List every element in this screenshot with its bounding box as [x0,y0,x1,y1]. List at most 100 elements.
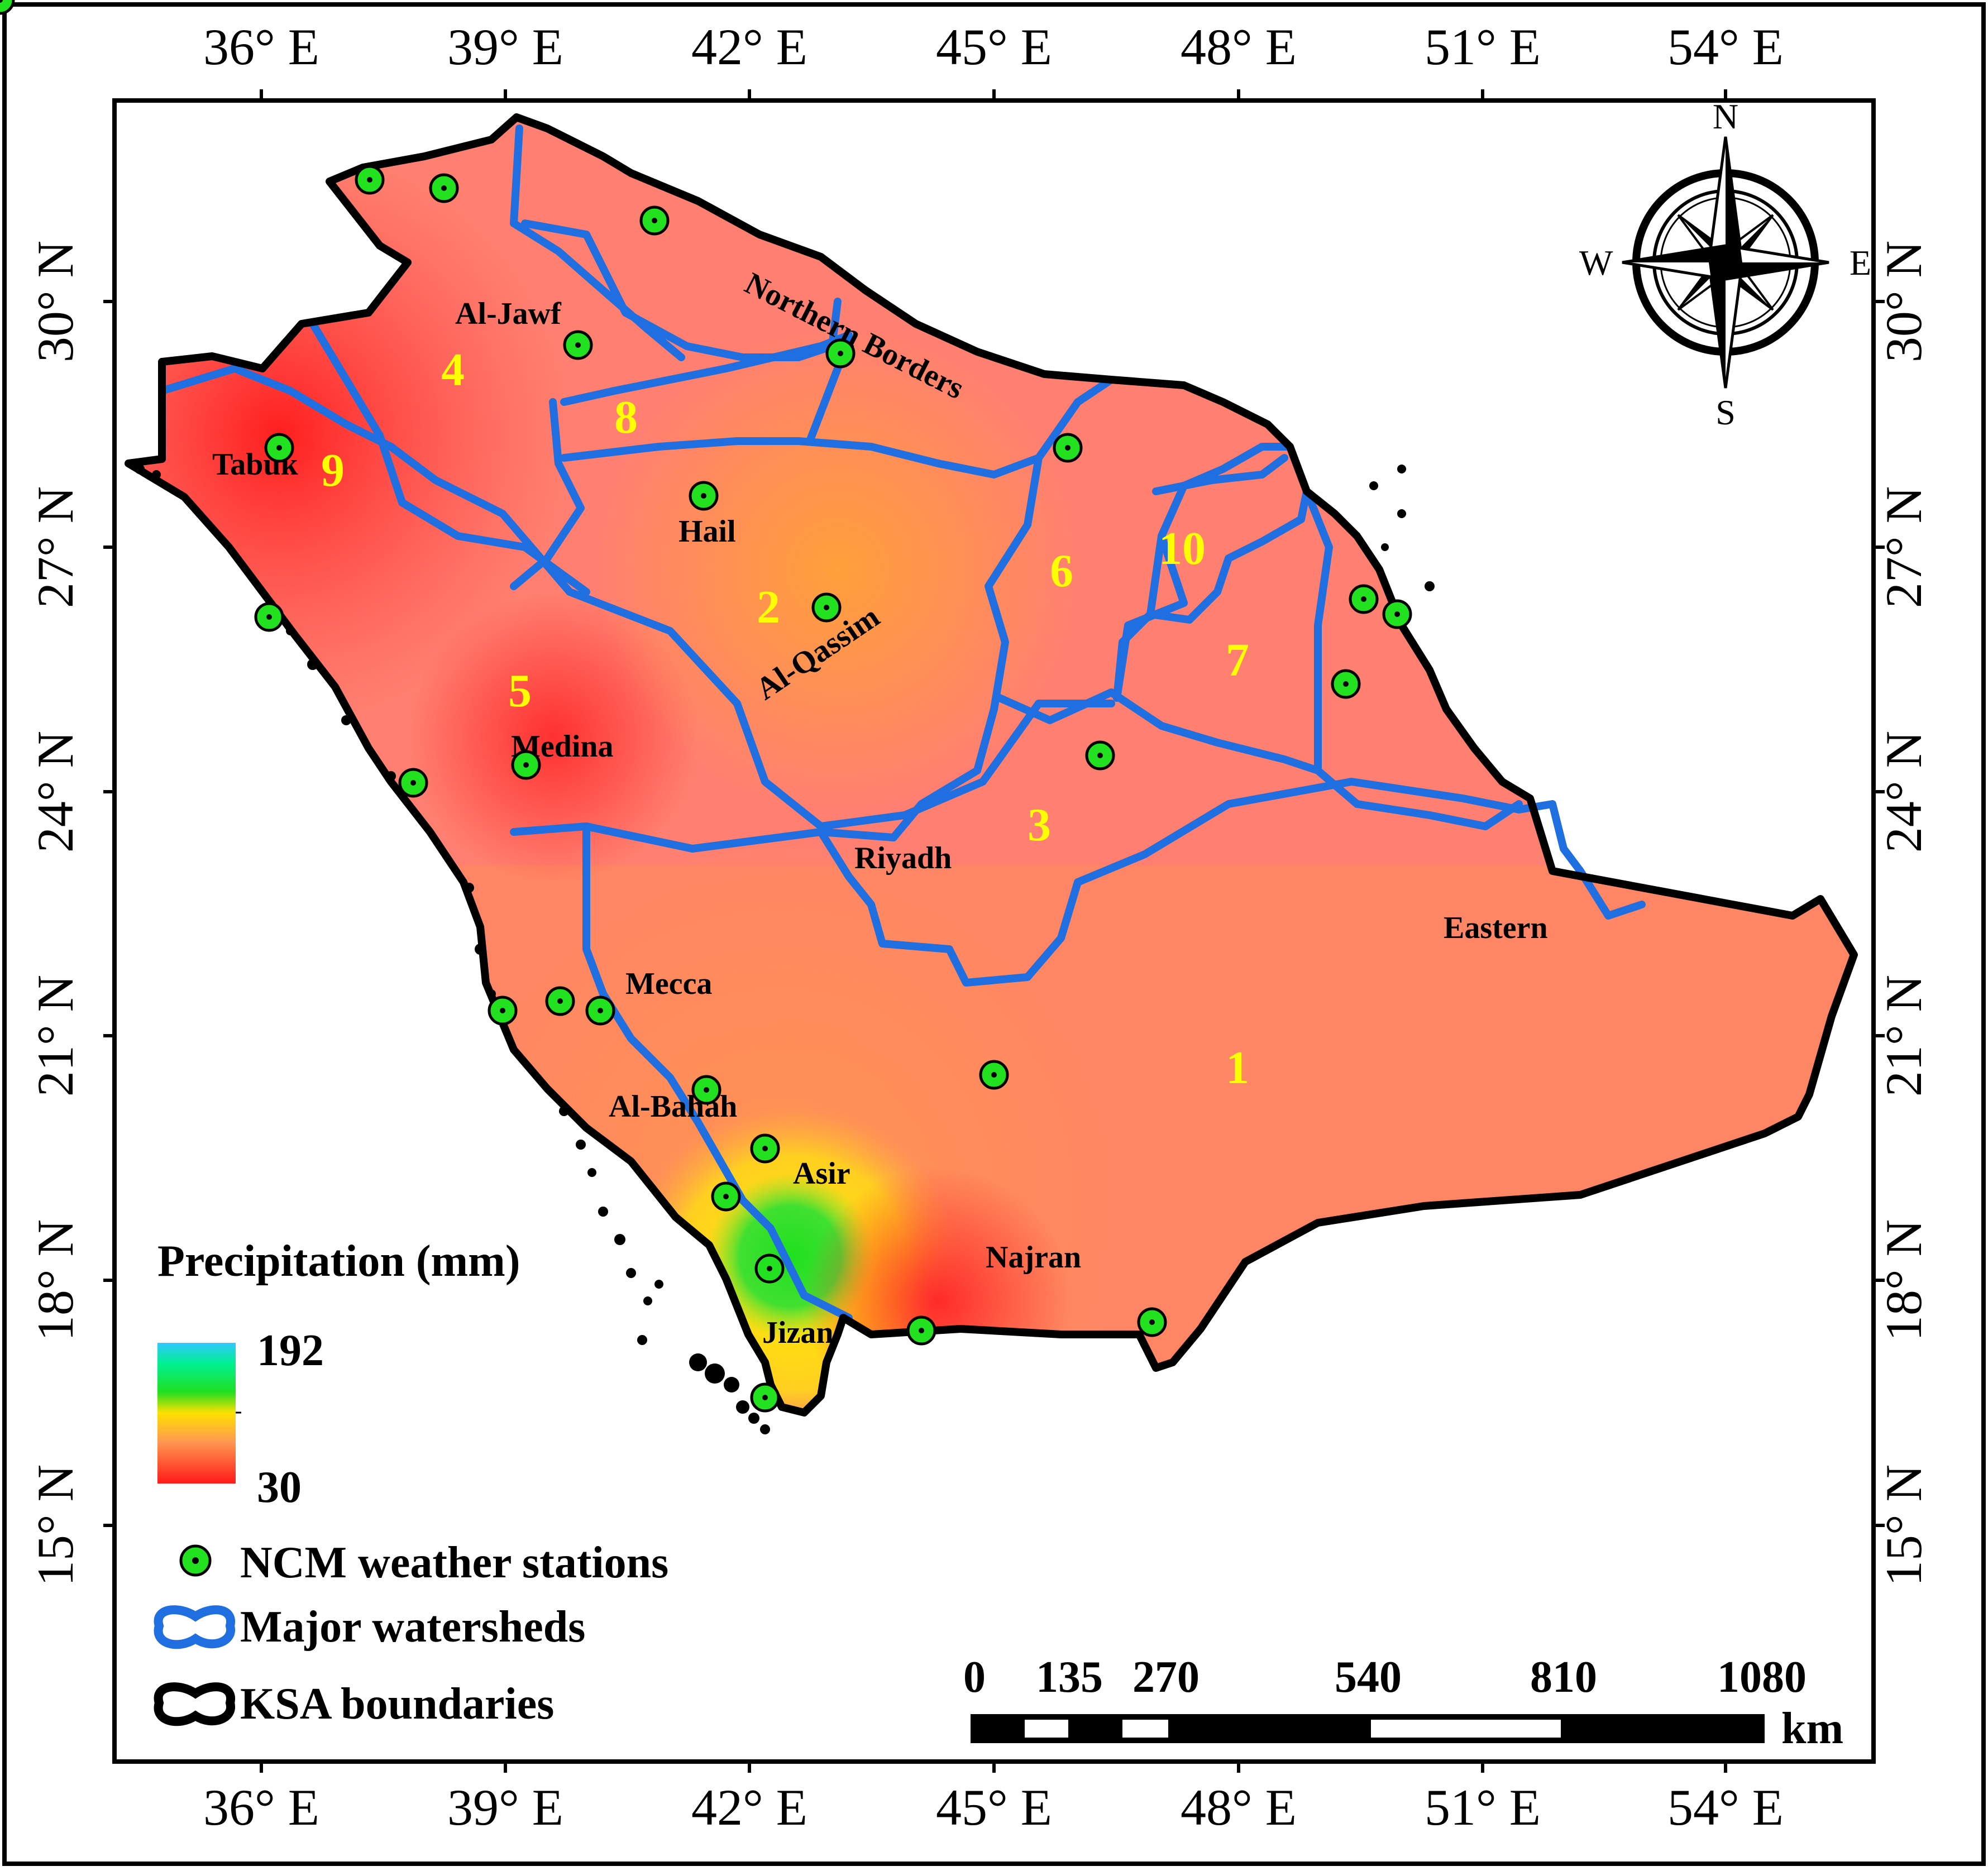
station-marker [1350,586,1377,612]
lon-tick-label: 42° E [691,1779,807,1836]
lat-tick-label: 18° N [27,1219,84,1341]
lat-tick-label: 27° N [1875,486,1932,608]
legend-max-label: 192 [257,1326,324,1375]
scale-label: 1080 [1717,1653,1807,1702]
station-marker [1087,742,1114,769]
watershed-numbers: 1 2 3 4 5 6 7 8 9 10 [321,344,1249,1094]
weather-stations [0,0,1411,1411]
watershed-number: 3 [1028,799,1051,851]
legend: Precipitation (mm) 192 30 NCM weather st… [154,1237,668,1729]
station-marker [1332,671,1359,697]
legend-title: Precipitation (mm) [157,1237,520,1286]
lat-tick-label: 18° N [1875,1219,1932,1341]
region-label: Eastern [1444,911,1548,945]
lon-tick-label: 36° E [203,18,319,75]
station-marker [641,207,668,234]
station-marker [752,1135,778,1162]
lat-labels-right: 30° N 27° N 24° N 21° N 18° N 15° N [1875,241,1932,1586]
compass-east-label: E [1850,243,1871,283]
watershed-number: 2 [757,581,780,633]
scale-label: 270 [1132,1653,1200,1702]
watershed-number: 4 [441,344,465,396]
axis-ticks [103,89,1885,1773]
region-label: Asir [793,1156,850,1191]
lon-tick-label: 39° E [447,1779,563,1836]
region-label: Mecca [625,966,712,1001]
legend-watersheds-label: Major watersheds [240,1602,585,1652]
watershed-boundaries [158,125,1646,1322]
legend-stations-label: NCM weather stations [240,1538,668,1587]
scale-label: 0 [963,1653,986,1702]
station-marker [752,1384,778,1411]
region-label: Hail [678,514,736,549]
north-arrow-icon: N S E W [1579,97,1871,432]
lon-labels-top: 36° E 39° E 42° E 45° E 48° E 51° E 54° … [203,18,1784,75]
lat-tick-label: 21° N [1875,975,1932,1097]
station-marker [981,1061,1007,1088]
station-marker [908,1317,935,1344]
station-marker [1054,434,1081,461]
boundary-legend-icon [154,1682,235,1726]
scale-bar: 0 135 270 540 810 1080 km [963,1653,1843,1753]
lon-tick-label: 54° E [1667,18,1784,75]
lat-tick-label: 21° N [27,975,84,1097]
station-marker [400,769,427,796]
lat-tick-label: 30° N [1875,241,1932,362]
lat-tick-label: 27° N [27,486,84,608]
compass-north-label: N [1713,97,1738,136]
watershed-number: 6 [1050,545,1073,597]
compass-west-label: W [1579,243,1613,283]
lon-tick-label: 39° E [447,18,563,75]
watershed-number: 5 [508,665,532,717]
station-marker [587,997,614,1024]
watershed-number: 1 [1226,1042,1249,1094]
legend-min-label: 30 [257,1463,302,1512]
station-marker [489,997,516,1024]
region-label: Jizan [762,1315,834,1350]
station-marker [813,594,840,621]
watershed-number: 9 [321,444,345,496]
scale-label: 810 [1530,1653,1597,1702]
watershed-legend-icon [154,1605,235,1649]
lon-tick-label: 48° E [1181,1779,1297,1836]
station-marker [547,988,574,1015]
lon-tick-label: 51° E [1425,1779,1541,1836]
station-legend-icon [179,1544,212,1577]
station-marker [713,1183,739,1210]
legend-boundaries-label: KSA boundaries [240,1679,554,1729]
lat-tick-label: 24° N [27,731,84,853]
lat-tick-label: 30° N [27,241,84,362]
lon-tick-label: 48° E [1181,18,1297,75]
lon-tick-label: 45° E [936,1779,1052,1836]
scale-label: 540 [1335,1653,1402,1702]
station-marker [565,332,591,358]
station-marker [356,166,383,193]
region-label: Najran [986,1240,1081,1275]
lon-tick-label: 51° E [1425,18,1541,75]
station-marker [1384,601,1411,628]
lon-labels-bottom: 36° E 39° E 42° E 45° E 48° E 51° E 54° … [203,1779,1784,1836]
lat-tick-label: 15° N [27,1465,84,1586]
lat-tick-label: 24° N [1875,731,1932,853]
station-marker [827,340,854,367]
compass-south-label: S [1715,393,1736,432]
watershed-number: 8 [614,391,638,443]
station-marker [690,482,717,509]
station-marker [513,752,539,778]
station-marker [756,1255,783,1282]
station-marker [266,434,293,461]
watershed-number: 7 [1226,634,1249,686]
region-label: Al-Jawf [455,296,562,331]
scale-label: 135 [1036,1653,1103,1702]
lat-labels-left: 30° N 27° N 24° N 21° N 18° N 15° N [27,241,84,1586]
lon-tick-label: 36° E [203,1779,319,1836]
coastal-islands [135,464,1435,1434]
station-marker [431,175,457,202]
lat-tick-label: 15° N [1875,1465,1932,1586]
lon-tick-label: 54° E [1667,1779,1784,1836]
station-marker [256,604,283,630]
legend-color-ramp [157,1343,236,1484]
